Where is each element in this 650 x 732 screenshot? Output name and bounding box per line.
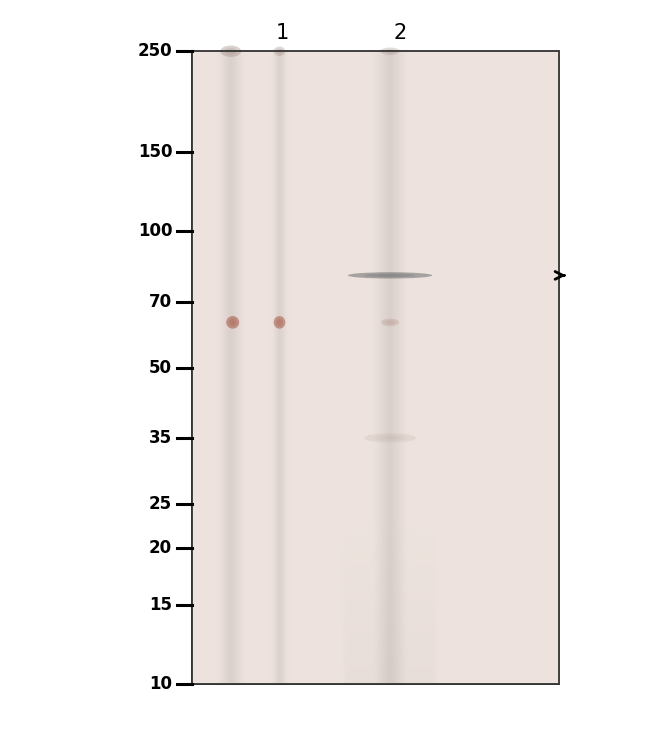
Ellipse shape — [365, 274, 415, 277]
Text: 1: 1 — [276, 23, 289, 43]
Ellipse shape — [380, 48, 400, 55]
Ellipse shape — [227, 50, 234, 53]
Ellipse shape — [377, 274, 403, 276]
Text: 20: 20 — [149, 539, 172, 557]
Text: 10: 10 — [150, 676, 172, 693]
Ellipse shape — [381, 318, 399, 326]
Text: 50: 50 — [150, 359, 172, 377]
Text: 150: 150 — [138, 143, 172, 161]
Ellipse shape — [220, 45, 241, 57]
Ellipse shape — [348, 272, 432, 279]
Ellipse shape — [385, 320, 395, 325]
Ellipse shape — [387, 50, 393, 53]
Text: 70: 70 — [149, 293, 172, 310]
Text: 15: 15 — [150, 596, 172, 613]
Text: 35: 35 — [149, 429, 172, 447]
Ellipse shape — [224, 48, 237, 55]
Ellipse shape — [276, 48, 283, 54]
Ellipse shape — [274, 316, 285, 329]
Text: 100: 100 — [138, 223, 172, 241]
Ellipse shape — [226, 316, 239, 329]
Text: 250: 250 — [138, 42, 172, 60]
Text: 25: 25 — [149, 495, 172, 513]
Ellipse shape — [374, 435, 406, 441]
Ellipse shape — [387, 321, 393, 324]
Ellipse shape — [364, 433, 416, 443]
Bar — [192, 51, 559, 684]
Bar — [192, 51, 559, 684]
Ellipse shape — [384, 49, 396, 53]
Ellipse shape — [382, 436, 398, 439]
Ellipse shape — [278, 321, 281, 324]
Ellipse shape — [278, 50, 281, 53]
Text: 2: 2 — [393, 23, 406, 43]
Ellipse shape — [276, 318, 283, 326]
Ellipse shape — [274, 47, 285, 56]
Ellipse shape — [231, 321, 235, 324]
Ellipse shape — [229, 318, 237, 326]
